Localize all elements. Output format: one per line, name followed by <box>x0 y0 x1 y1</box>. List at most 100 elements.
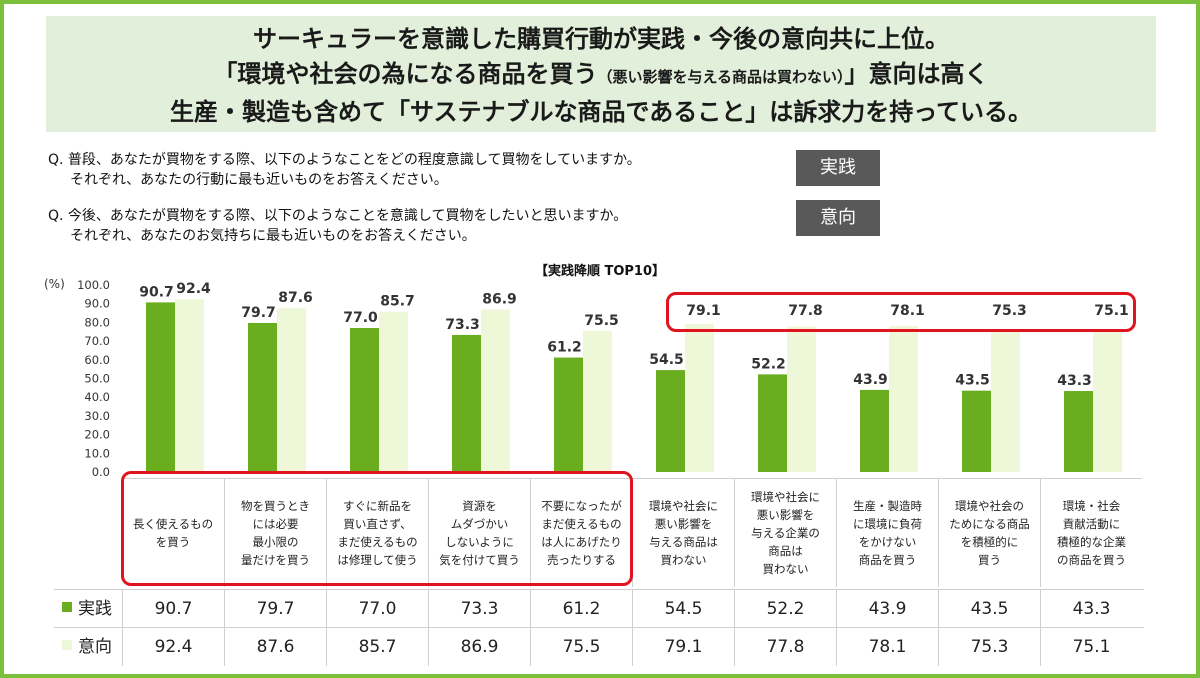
category-label-line: 生産・製造時 <box>853 499 922 513</box>
table-cell: 43.9 <box>836 590 938 628</box>
category-label-line: 積極的な企業 <box>1057 535 1126 549</box>
bar-ikou <box>991 331 1020 472</box>
category-label-line: 商品を買う <box>858 553 917 567</box>
bar-ikou <box>787 326 816 472</box>
tag-ikou: 意向 <box>796 200 880 236</box>
category-label-line: 最小限の <box>252 535 299 549</box>
chart-title: 【実践降順 TOP10】 <box>535 263 665 279</box>
data-label-ikou: 75.3 <box>992 303 1027 319</box>
category-label-line: 気を付けて買う <box>439 553 520 567</box>
table-cell: 78.1 <box>836 628 938 666</box>
table-row-label: 意向 <box>62 628 112 666</box>
category-label-line: 悪い影響を <box>654 517 713 531</box>
category-label: 資源を ムダづかい しないように 気を付けて買う <box>439 497 520 569</box>
headline-line-2-note: （悪い影響を与える商品は買わない） <box>597 68 845 86</box>
data-label-ikou: 75.1 <box>1094 303 1129 319</box>
category-label: すぐに新品を 買い直さず、 まだ使えるもの は修理して使う <box>337 497 417 569</box>
category-label-line: は人にあげたり <box>541 535 622 549</box>
category-cell: 長く使えるもの を買う <box>122 479 224 587</box>
category-label-line: 買う <box>978 553 1001 567</box>
bar-jissen <box>146 302 175 472</box>
table-cell: 61.2 <box>530 590 632 628</box>
category-label-line: 物を買うとき <box>241 499 310 513</box>
bar-ikou <box>685 324 714 472</box>
table-cell: 43.5 <box>938 590 1040 628</box>
bar-jissen <box>656 370 685 472</box>
y-axis-unit: (%) <box>44 277 65 291</box>
table-cell: 77.0 <box>326 590 428 628</box>
category-label: 環境や社会に 悪い影響を 与える商品は 買わない <box>649 497 718 569</box>
y-tick-label: 20.0 <box>84 428 110 442</box>
table-row: 実践 90.7 79.7 77.0 73.3 61.2 54.5 52.2 43.9 43.5 43… <box>54 589 1144 628</box>
table-cell: 79.1 <box>632 628 734 666</box>
category-label: 物を買うとき には必要 最小限の 量だけを買う <box>241 497 310 569</box>
data-label-ikou: 87.6 <box>278 290 313 306</box>
table-cell: 87.6 <box>224 628 326 666</box>
headline-line-2-main: 「環境や社会の為になる商品を買う <box>213 60 598 88</box>
category-label-line: の商品を買う <box>1057 553 1126 567</box>
question-2: Q. 今後、あなたが買物をする際、以下のようなことを意識して買物をしたいと思いま… <box>48 206 627 246</box>
data-label-jissen: 79.7 <box>241 305 276 321</box>
category-cell: 資源を ムダづかい しないように 気を付けて買う <box>428 479 530 587</box>
bar-jissen <box>554 357 583 472</box>
category-cell: すぐに新品を 買い直さず、 まだ使えるもの は修理して使う <box>326 479 428 587</box>
category-label-line: ムダづかい <box>450 517 509 531</box>
data-label-jissen: 73.3 <box>445 317 480 333</box>
table-cell: 54.5 <box>632 590 734 628</box>
table-row: 意向 92.4 87.6 85.7 86.9 75.5 79.1 77.8 78.1 75.3 75… <box>54 627 1144 666</box>
bar-ikou <box>175 299 204 472</box>
category-cell: 環境・社会 貢献活動に 積極的な企業 の商品を買う <box>1040 479 1142 587</box>
table-cell: 77.8 <box>734 628 836 666</box>
table-cell: 52.2 <box>734 590 836 628</box>
bar-ikou <box>481 309 510 472</box>
category-label-line: しないように <box>445 535 514 549</box>
bar-jissen <box>962 390 991 472</box>
y-tick-label: 70.0 <box>84 334 110 348</box>
data-label-ikou: 75.5 <box>584 313 619 329</box>
data-label-jissen: 90.7 <box>139 284 174 300</box>
category-label-line: を積極的に <box>960 535 1019 549</box>
category-label-line: には必要 <box>252 517 299 531</box>
bar-ikou <box>277 308 306 472</box>
data-label-jissen: 54.5 <box>649 352 684 368</box>
highlight-box-categories <box>121 471 633 586</box>
category-label-line: 長く使えるもの <box>132 517 214 531</box>
category-cell: 生産・製造時 に環境に負荷 をかけない 商品を買う <box>836 479 938 587</box>
category-label-line: 環境や社会に <box>751 490 820 504</box>
headline-banner: サーキュラーを意識した購買行動が実践・今後の意向共に上位。 「環境や社会の為にな… <box>46 16 1156 132</box>
category-label-line: すぐに新品を <box>343 499 412 513</box>
table-cell: 86.9 <box>428 628 530 666</box>
tag-jissen: 実践 <box>796 150 880 186</box>
category-label-line: に環境に負荷 <box>853 517 922 531</box>
data-label-jissen: 43.9 <box>853 372 888 388</box>
legend-name: 実践 <box>78 599 112 619</box>
category-cell: 環境や社会の ためになる商品 を積極的に 買う <box>938 479 1040 587</box>
question-2-sub: それぞれ、あなたのお気持ちに最も近いものをお答えください。 <box>70 228 476 244</box>
bar-jissen <box>452 334 481 472</box>
data-label-jissen: 77.0 <box>343 310 378 326</box>
y-tick-label: 10.0 <box>84 446 110 460</box>
y-tick-label: 30.0 <box>84 409 110 423</box>
bar-ikou <box>379 311 408 472</box>
bar-ikou <box>1093 331 1122 472</box>
table-cell: 79.7 <box>224 590 326 628</box>
category-label-line: 貢献活動に <box>1062 517 1121 531</box>
bar-jissen <box>1064 391 1093 472</box>
category-label-line: 商品は <box>768 544 803 558</box>
table-cell: 92.4 <box>122 628 224 666</box>
y-tick-label: 60.0 <box>84 353 110 367</box>
category-label: 環境や社会の ためになる商品 を積極的に 買う <box>949 497 1030 569</box>
category-label: 環境・社会 貢献活動に 積極的な企業 の商品を買う <box>1057 497 1126 569</box>
data-label-ikou: 77.8 <box>788 303 823 319</box>
table-cell: 85.7 <box>326 628 428 666</box>
category-label: 環境や社会に 悪い影響を 与える企業の 商品は 買わない <box>751 488 820 578</box>
table-cell: 73.3 <box>428 590 530 628</box>
headline-line-1: サーキュラーを意識した購買行動が実践・今後の意向共に上位。 <box>253 25 949 53</box>
legend-swatch <box>62 640 72 650</box>
table-row-label: 実践 <box>62 590 112 628</box>
category-label-line: 買わない <box>762 562 809 576</box>
category-label-line: を買う <box>155 535 191 549</box>
category-label-line: は修理して使う <box>337 553 418 567</box>
headline-line-2-end: 」意向は高く <box>844 60 989 88</box>
